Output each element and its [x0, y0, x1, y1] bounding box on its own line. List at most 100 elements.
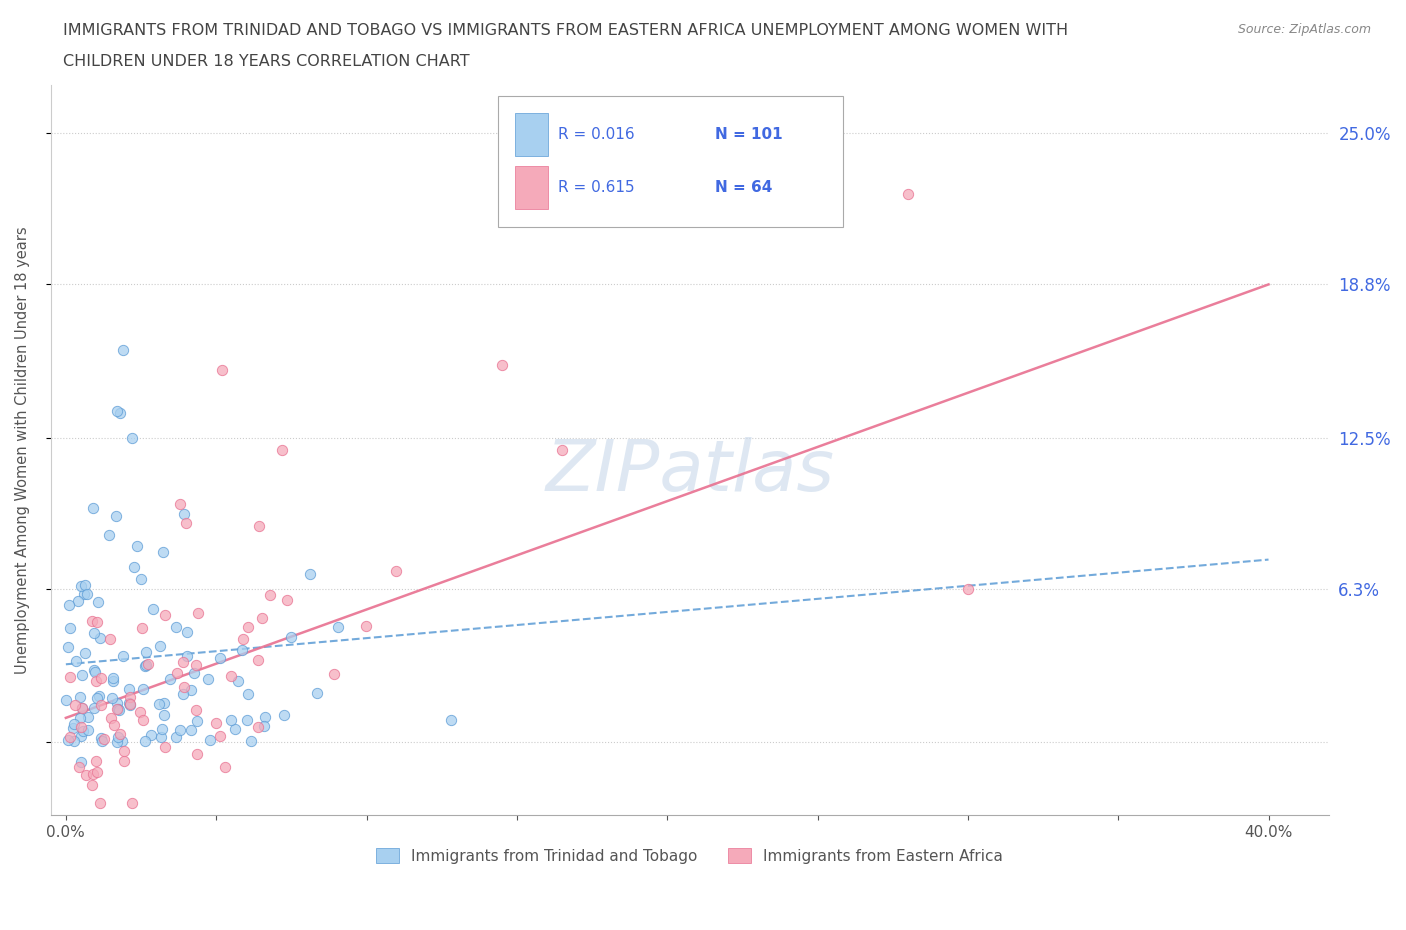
Point [118, 698, 141, 712]
Point [491, 357, 513, 372]
Point [354, 618, 377, 633]
Point [90, 731, 112, 746]
Point [121, 796, 143, 811]
Point [259, 588, 281, 603]
Point [184, 658, 207, 673]
Point [112, 743, 135, 758]
Point [307, 685, 329, 700]
Point [86, 614, 108, 629]
Point [250, 610, 273, 625]
Point [107, 729, 129, 744]
Point [149, 729, 172, 744]
Point [159, 671, 181, 686]
Point [214, 759, 236, 774]
Point [253, 719, 276, 734]
Point [91, 733, 114, 748]
Text: Source: ZipAtlas.com: Source: ZipAtlas.com [1237, 23, 1371, 36]
Point [112, 343, 135, 358]
Point [186, 746, 208, 761]
Point [173, 507, 195, 522]
Point [63, 716, 86, 731]
Point [105, 509, 128, 524]
Point [70, 719, 93, 734]
Point [155, 607, 177, 622]
Point [232, 632, 254, 647]
Point [174, 515, 197, 530]
Legend: Immigrants from Trinidad and Tobago, Immigrants from Eastern Africa: Immigrants from Trinidad and Tobago, Imm… [370, 842, 1010, 870]
Point [89, 631, 111, 645]
Point [62, 721, 84, 736]
Point [153, 740, 176, 755]
Point [198, 733, 221, 748]
Point [86, 690, 108, 705]
Point [187, 605, 209, 620]
Point [76, 587, 98, 602]
Point [111, 648, 134, 663]
Point [247, 518, 270, 533]
Point [98, 527, 121, 542]
Point [131, 620, 153, 635]
Point [897, 187, 920, 202]
Point [135, 658, 157, 672]
Point [108, 406, 131, 421]
Point [384, 564, 406, 578]
Point [84, 754, 107, 769]
Point [184, 703, 207, 718]
Point [103, 671, 125, 685]
FancyBboxPatch shape [515, 166, 548, 209]
Point [118, 682, 141, 697]
Point [150, 722, 173, 737]
Point [84, 673, 107, 688]
Point [72, 700, 94, 715]
Point [69, 578, 91, 593]
Point [69, 711, 91, 725]
Point [299, 566, 322, 581]
Point [956, 581, 979, 596]
Point [87, 594, 110, 609]
Point [107, 701, 129, 716]
Point [59, 621, 82, 636]
Point [73, 587, 96, 602]
Point [186, 713, 208, 728]
Point [101, 691, 124, 706]
Point [236, 712, 259, 727]
Point [439, 712, 461, 727]
Point [75, 578, 97, 592]
Point [280, 630, 302, 644]
Point [551, 443, 574, 458]
Point [111, 734, 134, 749]
Point [246, 653, 269, 668]
Point [323, 667, 346, 682]
Point [69, 689, 91, 704]
Point [82, 500, 104, 515]
Point [165, 619, 187, 634]
Text: ZIPatlas: ZIPatlas [546, 437, 834, 507]
Point [56, 733, 79, 748]
Point [118, 689, 141, 704]
FancyBboxPatch shape [515, 113, 548, 155]
Point [75, 645, 97, 660]
Point [131, 712, 153, 727]
Point [183, 666, 205, 681]
Point [246, 720, 269, 735]
Point [63, 733, 86, 748]
Point [176, 648, 198, 663]
Point [219, 669, 242, 684]
Point [149, 639, 172, 654]
Point [58, 598, 80, 613]
Point [231, 643, 253, 658]
Point [83, 663, 105, 678]
Point [70, 754, 93, 769]
Point [65, 654, 87, 669]
Point [107, 703, 129, 718]
Point [77, 710, 100, 724]
Text: N = 101: N = 101 [716, 126, 783, 141]
Point [105, 735, 128, 750]
Point [90, 671, 112, 685]
Point [76, 723, 98, 737]
Point [70, 728, 93, 743]
Point [153, 696, 176, 711]
Point [254, 710, 277, 724]
Point [112, 753, 135, 768]
Point [169, 723, 191, 737]
